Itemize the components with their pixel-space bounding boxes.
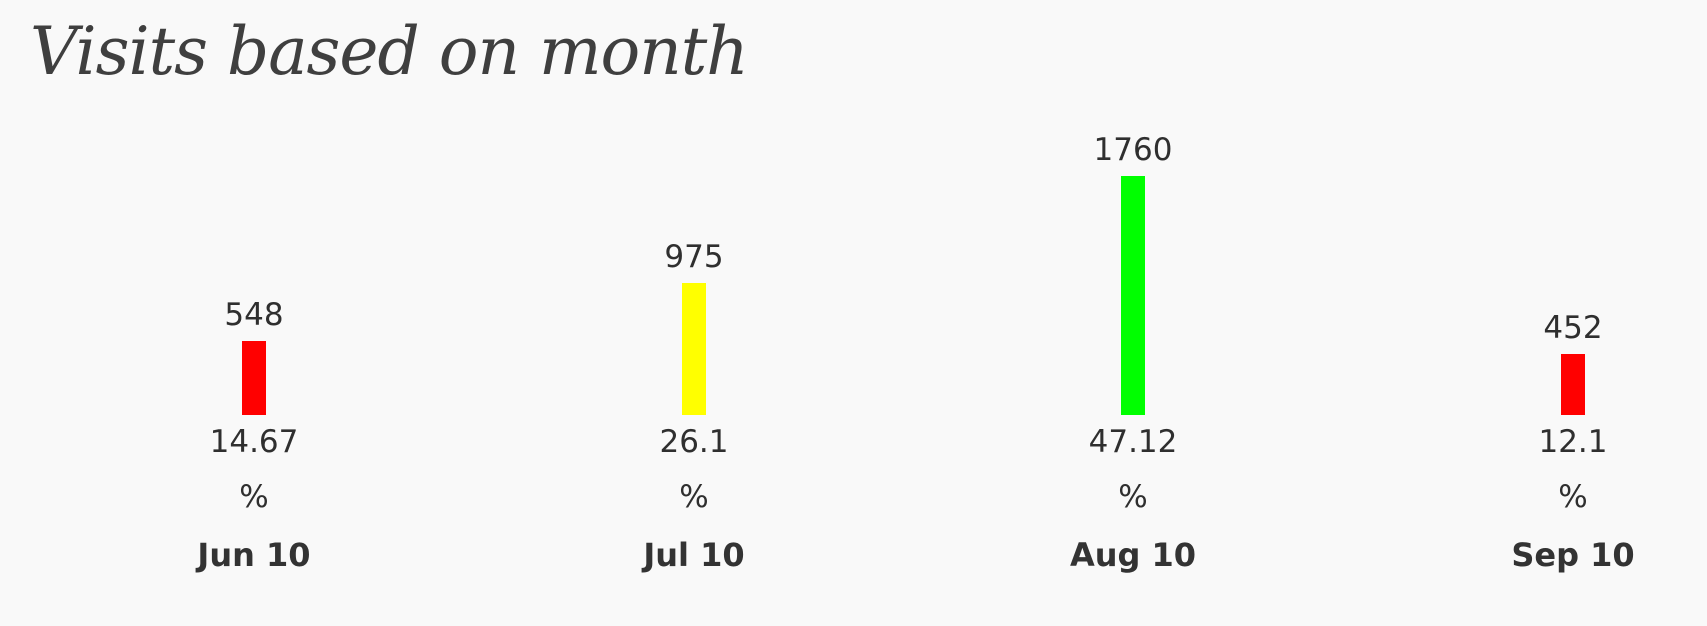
category-label: Jul 10 bbox=[643, 536, 745, 574]
bar-percentage-label: 26.1 bbox=[659, 424, 729, 460]
bar-value-label: 452 bbox=[1543, 310, 1603, 346]
bar bbox=[242, 341, 266, 415]
percent-sign-label: % bbox=[679, 479, 709, 515]
bar-column: 1760 47.12% Aug 10 bbox=[1013, 0, 1253, 626]
bar-column: 975 26.1% Jul 10 bbox=[574, 0, 814, 626]
bar bbox=[1561, 354, 1585, 415]
bar-percentage-label: 47.12 bbox=[1088, 424, 1178, 460]
bar bbox=[682, 283, 706, 415]
category-label: Jun 10 bbox=[197, 536, 311, 574]
bar-column: 452 12.1% Sep 10 bbox=[1453, 0, 1693, 626]
percent-sign-label: % bbox=[1558, 479, 1588, 515]
bar-column: 548 14.67% Jun 10 bbox=[134, 0, 374, 626]
bar bbox=[1121, 176, 1145, 415]
bar-value-label: 548 bbox=[224, 297, 284, 333]
chart-title: Visits based on month bbox=[30, 13, 749, 90]
category-label: Sep 10 bbox=[1511, 536, 1635, 574]
percent-sign-label: % bbox=[239, 479, 269, 515]
bar-percentage-label: 14.67 bbox=[209, 424, 299, 460]
bar-value-label: 975 bbox=[664, 239, 724, 275]
bar-value-label: 1760 bbox=[1093, 132, 1173, 168]
percent-sign-label: % bbox=[1118, 479, 1148, 515]
bar-percentage-label: 12.1 bbox=[1538, 424, 1608, 460]
category-label: Aug 10 bbox=[1069, 536, 1197, 574]
